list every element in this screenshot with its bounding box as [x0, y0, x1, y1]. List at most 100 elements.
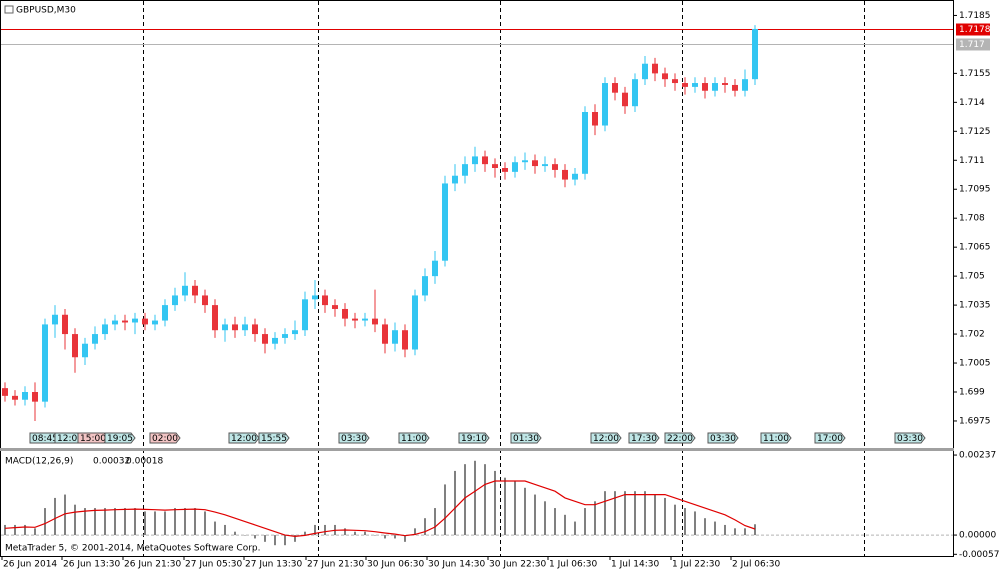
macd-bar [324, 524, 326, 536]
candle-body [742, 79, 748, 91]
candle-body [712, 83, 718, 91]
x-tick-label: 26 Jun 2014 [3, 560, 57, 570]
macd-bar [754, 524, 756, 536]
y-tick-label: -0.00057 [959, 550, 999, 560]
candle-body [502, 168, 508, 172]
macd-bar [494, 470, 496, 536]
candle-body [132, 318, 138, 323]
candle-body [692, 83, 698, 87]
y-tick-label: 1.702 [959, 330, 985, 340]
candle-body [192, 285, 198, 296]
macd-bar [284, 535, 286, 546]
candle-body [272, 337, 278, 344]
trade-marker [760, 432, 792, 444]
macd-bar [134, 508, 136, 536]
candle-body [302, 299, 308, 331]
macd-bar [724, 524, 726, 536]
trade-marker-label: 03:30 [710, 434, 736, 444]
macd-bar [54, 497, 56, 536]
x-tick-label: 1 Jul 22:30 [672, 560, 721, 570]
trade-marker [258, 432, 290, 444]
macd-bar [624, 491, 626, 536]
macd-bar [654, 494, 656, 536]
trade-marker [104, 432, 136, 444]
trade-marker-label: 17:00 [817, 434, 843, 444]
candle-body [292, 330, 298, 335]
candle-body [112, 320, 118, 325]
macd-bar [344, 528, 346, 536]
x-tick-label: 2 Jul 06:30 [732, 560, 781, 570]
macd-bar [304, 531, 306, 536]
candle-body [462, 164, 468, 176]
x-tick-label: 30 Jun 14:30 [428, 560, 485, 570]
candle-body [92, 334, 98, 344]
candle-body [672, 79, 678, 84]
candle-body [752, 28, 758, 80]
macd-bar [394, 535, 396, 539]
trade-marker [707, 432, 739, 444]
y-tick-label: 1.7065 [959, 243, 991, 253]
macd-bar [114, 508, 116, 536]
trade-marker [228, 432, 260, 444]
candle-body [72, 334, 78, 358]
macd-bar [104, 508, 106, 536]
trade-marker-label: 02:00 [152, 434, 178, 444]
macd-bar [584, 508, 586, 536]
trade-marker [628, 432, 660, 444]
candle-body [432, 260, 438, 277]
macd-bar [554, 508, 556, 536]
y-tick-label: 1.7185 [959, 11, 991, 21]
trade-marker-label: 03:30 [341, 434, 367, 444]
candle-body [332, 305, 338, 309]
candle-body [222, 324, 228, 331]
candle-body [322, 295, 328, 306]
y-tick-label: 1.7095 [959, 185, 991, 195]
candle-body [642, 63, 648, 80]
candle-body [202, 295, 208, 306]
candle-body [312, 295, 318, 300]
price-label-box [956, 23, 990, 36]
trade-marker-label: 01:30 [513, 434, 539, 444]
y-tick-label: 1.714 [959, 98, 985, 108]
macd-bar [664, 497, 666, 536]
candle-body [722, 83, 728, 85]
candle-body [392, 330, 398, 344]
macd-bar [744, 528, 746, 536]
candle-body [542, 164, 548, 167]
macd-bar [94, 508, 96, 536]
macd-bar [14, 524, 16, 536]
trade-marker [458, 432, 490, 444]
x-tick-label: 1 Jul 14:30 [611, 560, 660, 570]
candle-body [242, 324, 248, 331]
macd-title: MACD(12,26,9) [5, 457, 73, 467]
macd-bar [354, 531, 356, 536]
trade-marker [590, 432, 622, 444]
candle-body [142, 318, 148, 325]
candle-body [652, 63, 658, 74]
macd-bar [714, 521, 716, 536]
macd-bar [434, 508, 436, 536]
panel-divider [0, 448, 954, 451]
macd-bar [224, 524, 226, 536]
trade-marker-label: 17:30 [631, 434, 657, 444]
candle-body [452, 175, 458, 184]
candle-body [212, 305, 218, 331]
macd-bar [294, 535, 296, 542]
macd-bar [414, 528, 416, 536]
macd-bar [374, 535, 376, 536]
macd-bar [534, 494, 536, 536]
candle-body [412, 295, 418, 350]
macd-bar [274, 535, 276, 546]
y-tick-label: 1.7035 [959, 301, 991, 311]
trade-marker-label: 15:55 [261, 434, 287, 444]
y-tick-label: 1.7125 [959, 127, 991, 137]
candle-body [372, 318, 378, 325]
x-tick-label: 30 Jun 06:30 [367, 560, 424, 570]
macd-bar [244, 535, 246, 536]
candle-body [512, 162, 518, 172]
candle-body [342, 308, 348, 319]
price-label-box [956, 38, 990, 51]
macd-bar [694, 511, 696, 536]
candle-body [282, 334, 288, 338]
